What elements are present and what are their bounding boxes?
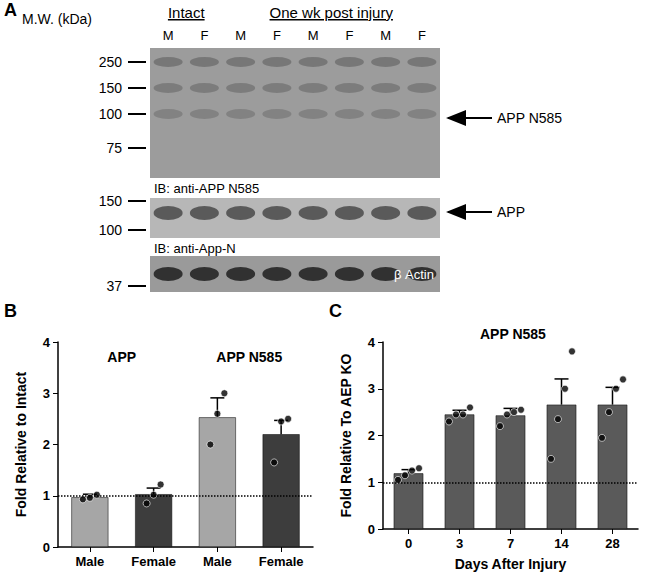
svg-text:M.W. (kDa): M.W. (kDa) [22, 11, 92, 27]
svg-text:M: M [380, 28, 391, 43]
svg-text:M: M [163, 28, 174, 43]
svg-text:APP: APP [497, 204, 525, 220]
svg-text:Male: Male [203, 554, 232, 569]
svg-text:Days After Injury: Days After Injury [455, 556, 567, 572]
svg-text:β Actin: β Actin [394, 267, 434, 282]
svg-text:1: 1 [368, 475, 375, 490]
svg-text:28: 28 [605, 536, 619, 551]
svg-text:F: F [345, 28, 353, 43]
svg-text:Female: Female [131, 554, 176, 569]
svg-text:IB: anti-App-N: IB: anti-App-N [154, 241, 236, 256]
svg-text:One wk post injury: One wk post injury [270, 4, 394, 21]
svg-text:0: 0 [368, 522, 375, 537]
svg-text:3: 3 [456, 536, 463, 551]
svg-text:2: 2 [43, 437, 50, 452]
svg-text:F: F [200, 28, 208, 43]
svg-text:250: 250 [99, 54, 123, 70]
svg-text:2: 2 [368, 428, 375, 443]
svg-text:Fold Relative To AEP KO: Fold Relative To AEP KO [338, 353, 354, 517]
svg-text:4: 4 [43, 335, 51, 350]
svg-text:150: 150 [99, 80, 123, 96]
svg-text:C: C [329, 301, 342, 321]
svg-text:75: 75 [106, 140, 122, 156]
svg-text:M: M [308, 28, 319, 43]
svg-text:100: 100 [99, 222, 123, 238]
svg-text:3: 3 [43, 386, 50, 401]
svg-text:Intact: Intact [168, 4, 206, 21]
svg-text:7: 7 [507, 536, 514, 551]
svg-text:4: 4 [368, 335, 376, 350]
svg-text:F: F [273, 28, 281, 43]
svg-text:0: 0 [43, 540, 50, 555]
svg-text:M: M [235, 28, 246, 43]
svg-text:APP N585: APP N585 [216, 349, 282, 365]
svg-text:Female: Female [259, 554, 304, 569]
svg-text:14: 14 [554, 536, 569, 551]
svg-text:3: 3 [368, 381, 375, 396]
svg-text:A: A [4, 0, 17, 20]
svg-text:150: 150 [99, 193, 123, 209]
svg-text:Male: Male [75, 554, 104, 569]
svg-text:APP N585: APP N585 [497, 110, 562, 126]
svg-text:Fold Relative to Intact: Fold Relative to Intact [13, 371, 29, 517]
svg-text:APP: APP [107, 349, 136, 365]
svg-text:B: B [4, 301, 17, 321]
svg-text:0: 0 [405, 536, 412, 551]
svg-text:APP N585: APP N585 [480, 326, 546, 342]
svg-text:37: 37 [106, 278, 122, 294]
svg-text:IB: anti-APP N585: IB: anti-APP N585 [154, 181, 259, 196]
svg-text:1: 1 [43, 488, 50, 503]
svg-text:F: F [418, 28, 426, 43]
svg-text:100: 100 [99, 106, 123, 122]
